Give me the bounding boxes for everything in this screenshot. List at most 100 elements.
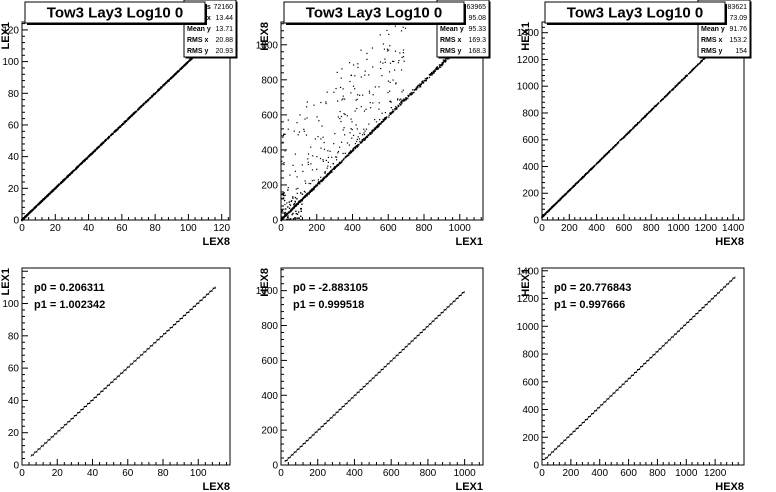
outlier-point xyxy=(378,102,380,104)
data-point xyxy=(579,179,581,181)
low-cluster-point xyxy=(297,203,299,205)
low-cluster-point xyxy=(295,212,297,215)
y-tick-label: 1400 xyxy=(517,266,540,277)
outlier-point xyxy=(322,136,324,138)
data-point xyxy=(412,89,414,91)
outlier-point xyxy=(316,168,318,170)
data-point xyxy=(445,60,447,62)
stats-label: RMS y xyxy=(701,48,723,55)
data-point xyxy=(75,167,77,170)
x-tick-label: 0 xyxy=(539,223,545,234)
data-point xyxy=(21,219,23,221)
data-point xyxy=(39,201,42,204)
data-point xyxy=(646,113,648,116)
title-box xyxy=(283,1,465,24)
data-point xyxy=(66,176,68,179)
x-tick-label: 200 xyxy=(309,468,326,479)
data-point xyxy=(30,210,32,213)
data-point xyxy=(405,98,408,100)
outlier-point xyxy=(395,82,397,84)
low-cluster-point xyxy=(300,215,302,218)
data-point xyxy=(310,190,312,192)
outlier-point xyxy=(320,176,322,178)
data-point xyxy=(429,74,431,77)
data-point xyxy=(382,119,385,121)
data-point xyxy=(107,137,109,140)
data-point xyxy=(300,199,303,201)
data-point xyxy=(323,177,326,180)
chart-1: 0 20 40 60 80 100 120 0 20 40 60 80 100 120 LEX8 LEX1 To… xyxy=(0,0,238,248)
data-point xyxy=(701,59,703,61)
data-point xyxy=(161,86,163,89)
low-cluster-point xyxy=(294,196,297,199)
data-point xyxy=(286,213,288,215)
data-point xyxy=(568,190,570,192)
data-point xyxy=(340,162,343,164)
data-point xyxy=(383,118,386,121)
data-point xyxy=(124,121,126,123)
data-point xyxy=(606,153,608,155)
outlier-point xyxy=(395,83,397,85)
data-point xyxy=(321,179,323,181)
data-point xyxy=(649,111,651,113)
data-point xyxy=(177,70,180,72)
x-tick-label: 400 xyxy=(344,223,361,234)
data-point xyxy=(652,107,654,110)
low-cluster-point xyxy=(296,198,298,200)
data-point xyxy=(674,85,676,87)
data-point xyxy=(51,189,54,192)
outlier-point xyxy=(280,215,282,217)
outlier-point xyxy=(284,133,286,135)
y-tick-label: 80 xyxy=(8,331,20,342)
data-point xyxy=(145,100,148,102)
data-point xyxy=(125,119,128,122)
low-cluster-point xyxy=(290,200,293,202)
data-point xyxy=(663,95,666,98)
data-point xyxy=(334,166,336,168)
outlier-point xyxy=(325,159,327,162)
data-point xyxy=(444,61,447,63)
outlier-point xyxy=(350,128,352,130)
data-point xyxy=(96,147,98,150)
outlier-point xyxy=(337,152,339,154)
fit-p0-label: p0 = -2.883105 xyxy=(293,282,368,294)
data-point xyxy=(329,171,331,173)
data-point xyxy=(181,67,183,69)
x-tick-label: 0 xyxy=(278,468,284,479)
data-point xyxy=(354,147,357,150)
data-point xyxy=(446,58,448,60)
low-cluster-point xyxy=(290,218,292,220)
data-point xyxy=(551,206,553,208)
title-box xyxy=(544,1,726,24)
outlier-point xyxy=(311,180,313,182)
data-point xyxy=(410,94,412,96)
data-point xyxy=(677,82,680,84)
outlier-point xyxy=(341,99,343,101)
outlier-point xyxy=(382,62,384,64)
data-point xyxy=(702,58,704,61)
y-tick-label: 0 xyxy=(272,216,278,227)
data-point xyxy=(578,180,580,182)
data-point xyxy=(431,74,433,76)
y-tick-label: 800 xyxy=(522,108,539,119)
data-point xyxy=(328,172,330,174)
data-point xyxy=(62,179,65,182)
data-point xyxy=(617,141,620,143)
data-point xyxy=(434,69,436,71)
data-point xyxy=(46,194,49,197)
y-tick-label: 0 xyxy=(272,461,278,472)
outlier-point xyxy=(369,102,371,104)
data-point xyxy=(65,177,67,180)
data-point xyxy=(430,71,433,74)
data-point xyxy=(598,160,601,162)
data-point xyxy=(390,113,392,115)
data-point xyxy=(407,97,409,100)
data-point xyxy=(400,100,403,103)
data-point xyxy=(55,186,58,188)
data-point xyxy=(554,203,556,205)
data-point xyxy=(547,209,550,212)
data-point xyxy=(395,108,397,110)
outlier-point xyxy=(343,113,345,115)
outlier-point xyxy=(394,50,397,52)
data-point xyxy=(310,189,313,191)
